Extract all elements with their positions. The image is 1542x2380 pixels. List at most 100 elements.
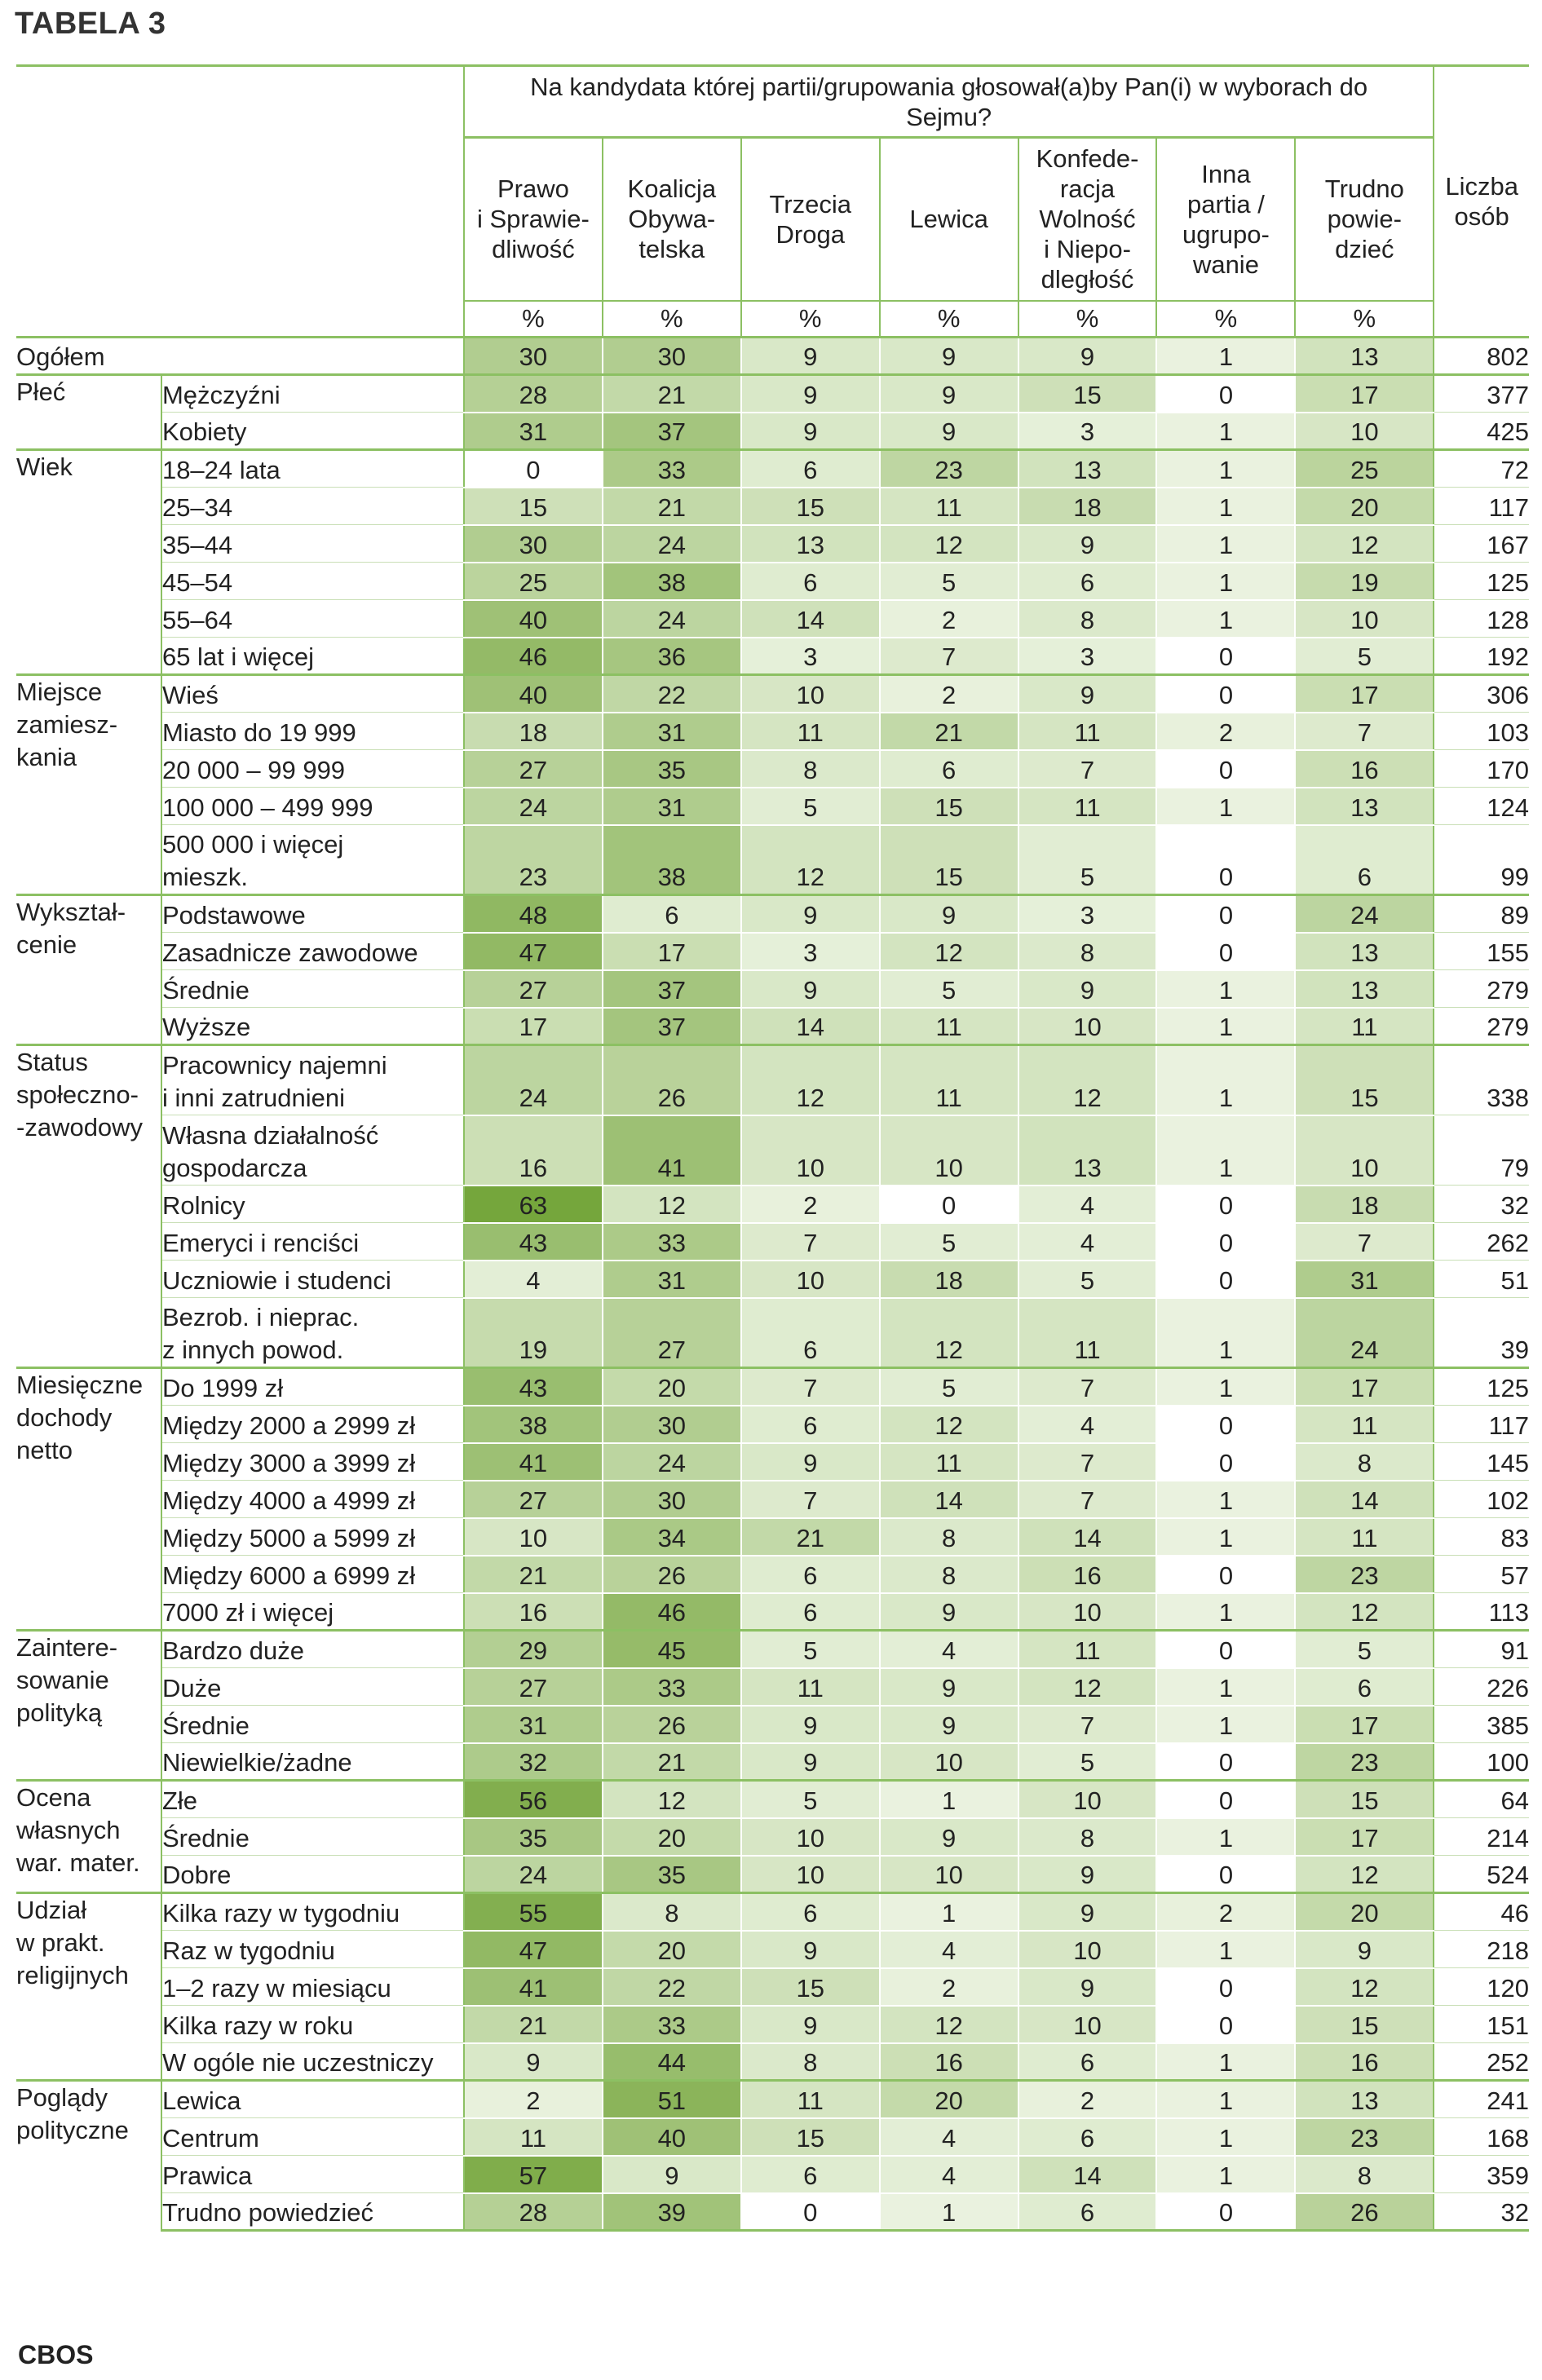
count-header-line: osób	[1454, 202, 1509, 231]
count-cell: 102	[1433, 1480, 1529, 1518]
percent-cell: 11	[878, 487, 1018, 526]
percent-cell: 3	[1017, 637, 1157, 676]
percent-cell: 13	[1294, 2079, 1434, 2119]
column-header-line: Inna	[1201, 159, 1251, 188]
group-label-line: Płeć	[16, 378, 66, 406]
row-label: Do 1999 zł	[160, 1367, 464, 1406]
percent-cell: 0	[1155, 637, 1296, 676]
percent-cell: 16	[1017, 1555, 1157, 1594]
group-label: Miesięczne dochody netto	[16, 1367, 161, 1631]
row-label: 55–64	[160, 599, 464, 638]
percent-cell: 16	[878, 2042, 1018, 2082]
percent-cell: 1	[1155, 1667, 1296, 1707]
percent-cell: 4	[1017, 1405, 1157, 1444]
percent-cell: 10	[462, 1517, 603, 1556]
percent-cell: 40	[462, 599, 603, 638]
count-cell: 145	[1433, 1442, 1529, 1481]
percent-cell: 25	[1294, 448, 1434, 488]
row-label: Średnie	[160, 1817, 464, 1856]
percent-cell: 2	[1155, 712, 1296, 751]
count-cell: 125	[1433, 1367, 1529, 1406]
percent-cell: 21	[878, 712, 1018, 751]
percent-cell: 7	[1294, 712, 1434, 751]
row-label-line: Miasto do 19 999	[161, 718, 356, 747]
table-row: 100 000 – 499 999 24 31 5 15 11 1 13 124	[16, 787, 1529, 826]
table-row: 45–54 25 38 6 5 6 1 19 125	[16, 562, 1529, 601]
percent-cell: 17	[1294, 1367, 1434, 1406]
percent-cell: 39	[601, 2192, 741, 2232]
percent-cell: 15	[878, 824, 1018, 896]
percent-cell: 24	[462, 1044, 603, 1116]
column-header-line: partia /	[1187, 189, 1265, 219]
percent-cell: 17	[462, 1007, 603, 1046]
count-cell: 385	[1433, 1705, 1529, 1743]
count-cell: 32	[1433, 2192, 1529, 2232]
percent-cell: 24	[601, 1442, 741, 1481]
group-label: Status społeczno- -zawodowy	[16, 1044, 161, 1368]
row-label: Bezrob. i nieprac. z innych powod.	[160, 1297, 464, 1368]
table-row: Średnie 31 26 9 9 7 1 17 385	[16, 1705, 1529, 1744]
percent-cell: 36	[601, 637, 741, 676]
table-row: Średnie 35 20 10 9 8 1 17 214	[16, 1817, 1529, 1857]
percent-cell: 1	[1155, 599, 1296, 638]
percent-cell: 44	[601, 2042, 741, 2082]
percent-cell: 31	[462, 412, 603, 451]
row-label-line: gospodarcza	[161, 1154, 307, 1182]
percent-cell: 7	[1294, 1222, 1434, 1261]
percent-cell: 6	[740, 1555, 880, 1594]
percent-cell: 22	[601, 673, 741, 713]
percent-cell: 21	[462, 1555, 603, 1594]
count-cell: 306	[1433, 673, 1529, 713]
percent-cell: 33	[601, 2005, 741, 2044]
percent-cell: 19	[462, 1297, 603, 1369]
percent-cell: 9	[740, 373, 880, 413]
percent-cell: 6	[1017, 562, 1157, 601]
percent-cell: 21	[740, 1517, 880, 1556]
row-label-line: Pracownicy najemni	[161, 1051, 387, 1080]
percent-cell: 7	[1017, 1480, 1157, 1519]
results-table-container: Na kandydata której partii/grupowania gł…	[16, 64, 1529, 2232]
table-row: Zasadnicze zawodowe 47 17 3 12 8 0 13 155	[16, 932, 1529, 971]
row-label: Średnie	[160, 969, 464, 1008]
table-row: Między 5000 a 5999 zł 10 34 21 8 14 1 11 83	[16, 1517, 1529, 1556]
group-label-line: dochody	[16, 1403, 113, 1432]
row-label-line: Dobre	[161, 1861, 232, 1889]
percent-cell: 27	[462, 749, 603, 788]
percent-cell: 27	[462, 1667, 603, 1707]
percent-cell: 0	[1155, 894, 1296, 934]
percent-cell: 11	[1294, 1007, 1434, 1046]
percent-cell: 23	[1294, 1742, 1434, 1782]
table-row: Zaintere-sowanie polityką Bardzo duże 29 45 5…	[16, 1629, 1529, 1781]
percent-cell: 11	[1017, 712, 1157, 751]
percent-cell: 5	[1017, 824, 1157, 896]
percent-cell: 14	[1294, 1480, 1434, 1519]
percent-cell: 14	[878, 1480, 1018, 1519]
column-header-line: Droga	[775, 219, 845, 249]
group-label: Ocena własnych war. mater.	[16, 1779, 161, 1893]
percent-cell: 25	[462, 562, 603, 601]
group-label-line: Ogółem	[16, 342, 105, 371]
percent-cell: 43	[462, 1222, 603, 1261]
column-header-line: Obywa-	[628, 205, 716, 234]
row-label: Dobre	[160, 1855, 464, 1893]
percent-cell: 0	[1155, 673, 1296, 713]
row-label-line: Do 1999 zł	[161, 1374, 284, 1402]
percent-cell: 15	[1017, 373, 1157, 413]
percent-cell: 7	[740, 1222, 880, 1261]
percent-cell: 38	[601, 824, 741, 896]
table-row: 7000 zł i więcej 16 46 6 9 10 1 12 113	[16, 1592, 1529, 1632]
percent-cell: 12	[601, 1779, 741, 1819]
column-header-2: Trzecia Droga	[740, 136, 880, 301]
percent-cell: 6	[740, 1592, 880, 1632]
table-row: Między 4000 a 4999 zł 27 30 7 14 7 1 14 102	[16, 1480, 1529, 1519]
percent-cell: 1	[1155, 524, 1296, 563]
percent-cell: 29	[462, 1629, 603, 1669]
table-row: Bezrob. i nieprac. z innych powod. 19 27 6 12…	[16, 1297, 1529, 1369]
percent-cell: 9	[740, 894, 880, 934]
row-label: Raz w tygodniu	[160, 1930, 464, 1968]
percent-cell: 21	[601, 373, 741, 413]
unit-label: %	[1017, 299, 1157, 338]
column-header-line: racja	[1059, 174, 1116, 204]
column-header-1: Koalicja Obywa-telska	[601, 136, 741, 301]
count-cell: 218	[1433, 1930, 1529, 1968]
